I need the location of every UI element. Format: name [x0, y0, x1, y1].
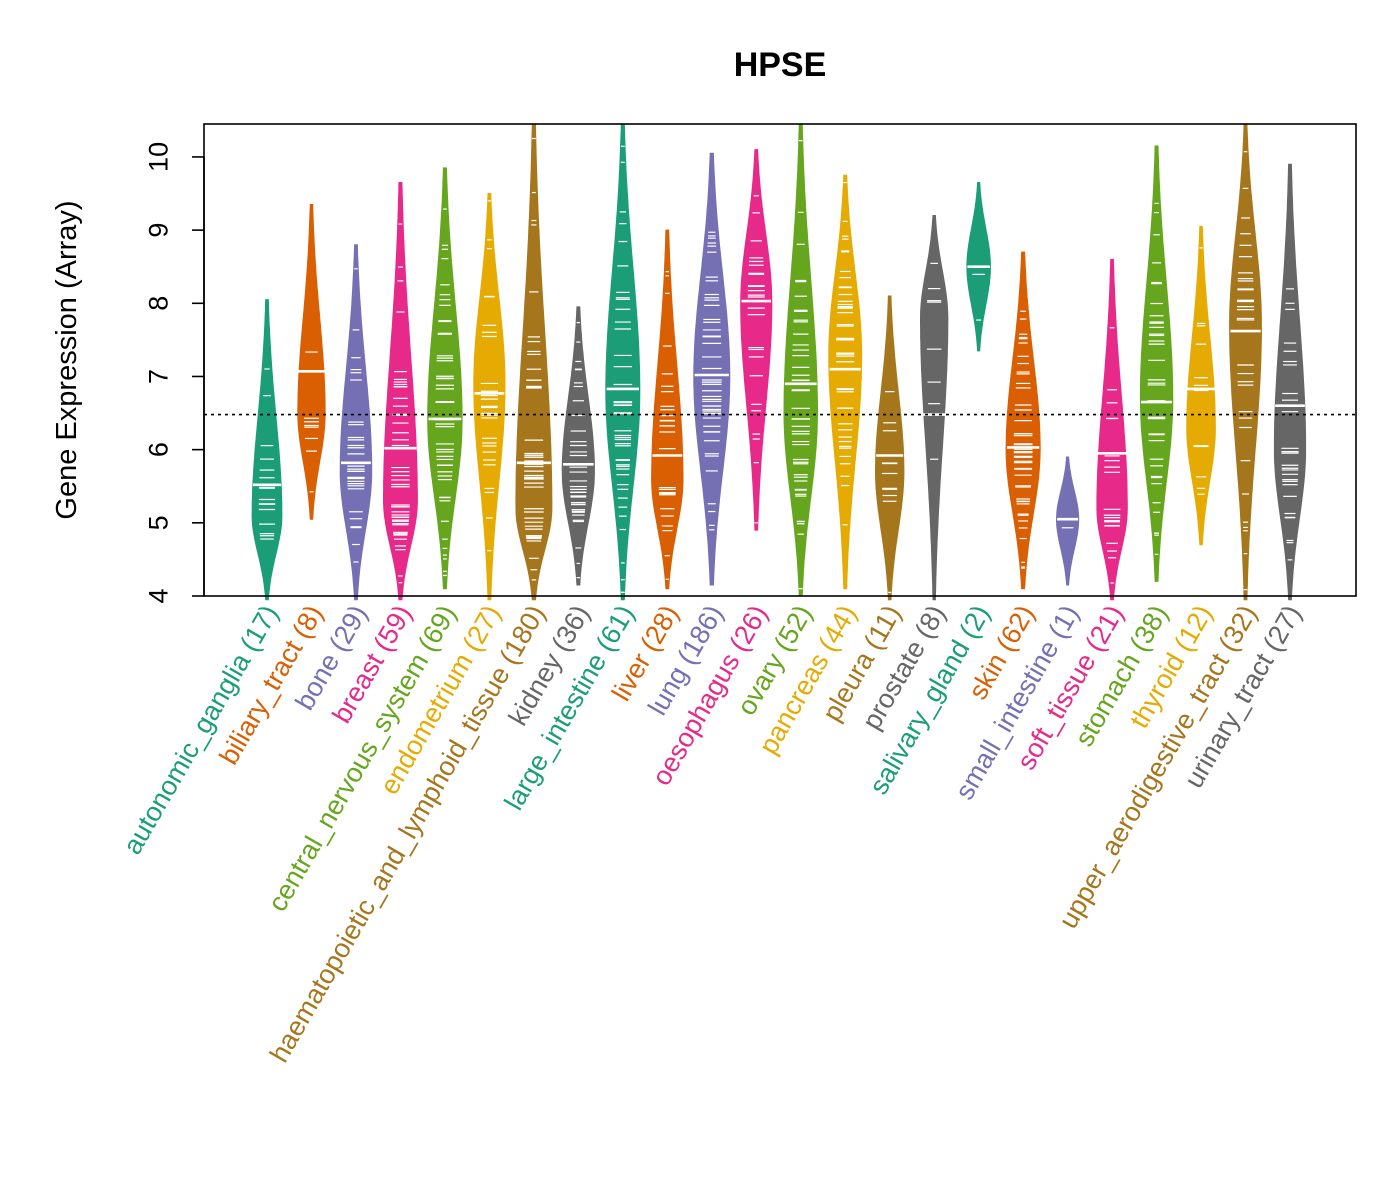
plot-frame	[203, 123, 1357, 597]
violin-stomach	[1139, 145, 1174, 582]
violin-autonomic_ganglia	[251, 299, 283, 601]
y-tick-label: 4	[143, 588, 173, 603]
y-axis: 4 5 6 7 8 9 10	[143, 142, 205, 604]
violin-oesophagus	[740, 149, 773, 531]
violin-small_intestine	[1056, 456, 1080, 586]
y-tick-label: 10	[143, 142, 173, 172]
violin-breast	[383, 182, 418, 601]
violin-soft_tissue	[1096, 258, 1128, 601]
violin-pleura	[875, 295, 905, 601]
violin-biliary_tract	[297, 204, 326, 520]
violin-prostate	[920, 215, 949, 601]
violins-group	[251, 123, 1307, 601]
chart-title: HPSE	[734, 46, 827, 84]
violin-pancreas	[828, 174, 863, 590]
y-tick-label: 9	[143, 223, 173, 238]
y-tick-label: 8	[143, 296, 173, 311]
y-tick-label: 6	[143, 442, 173, 457]
violin-endometrium	[473, 193, 506, 601]
x-axis-labels: autonomic_ganglia (17)biliary_tract (8)b…	[117, 600, 1307, 1067]
y-axis-label: Gene Expression (Array)	[51, 200, 83, 519]
violin-large_intestine	[605, 123, 641, 601]
violin-haematopoietic_and_lymphoid_tissue	[515, 123, 553, 601]
y-tick-label: 7	[143, 369, 173, 384]
violin-lung	[693, 152, 731, 586]
violin-upper_aerodigestive_tract	[1229, 123, 1262, 601]
violin-ovary	[783, 123, 818, 597]
y-tick-label: 5	[143, 515, 173, 530]
violin-urinary_tract	[1273, 163, 1307, 601]
